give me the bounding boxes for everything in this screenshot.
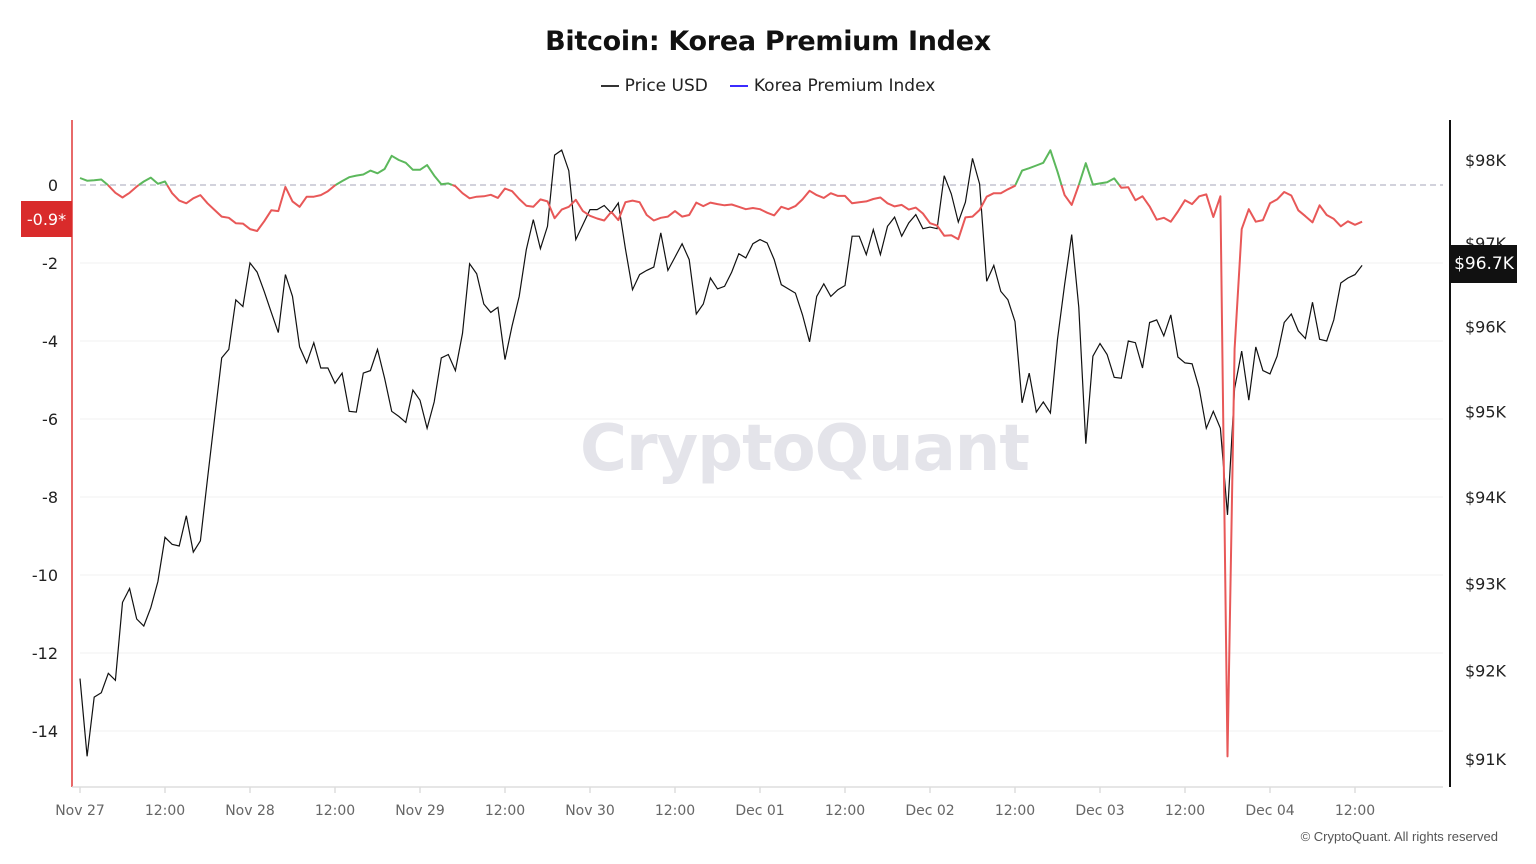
x-tick-label: Nov 29 <box>395 803 445 819</box>
premium-negative-segment <box>1060 184 1080 206</box>
legend-label: Price USD <box>624 76 708 96</box>
price-current-value-badge: $96.7K <box>1451 245 1517 283</box>
x-tick-label: 12:00 <box>1165 803 1205 819</box>
premium-negative-segment <box>166 184 337 232</box>
left-tick-label: -4 <box>42 332 58 351</box>
right-tick-label: $98K <box>1465 151 1507 170</box>
x-tick-label: Dec 04 <box>1245 803 1294 819</box>
premium-positive-segment <box>335 154 453 186</box>
premium-positive-segment <box>79 177 109 186</box>
x-tick-label: 12:00 <box>145 803 185 819</box>
right-tick-label: $91K <box>1465 750 1507 769</box>
premium-negative-segment <box>452 184 1017 241</box>
x-tick-label: 12:00 <box>1335 803 1375 819</box>
legend-item-premium[interactable]: Korea Premium Index <box>729 76 936 96</box>
x-tick-label: Dec 02 <box>905 803 954 819</box>
right-tick-label: $94K <box>1465 488 1507 507</box>
x-tick-label: 12:00 <box>995 803 1035 819</box>
right-tick-label: $93K <box>1465 574 1507 593</box>
legend-line-icon <box>600 85 619 87</box>
copyright-text: © CryptoQuant. All rights reserved <box>1300 829 1498 844</box>
chart-title: Bitcoin: Korea Premium Index <box>545 26 991 57</box>
premium-current-value-badge: -0.9* <box>21 201 72 237</box>
left-tick-label: -2 <box>42 254 58 273</box>
x-tick-label: 12:00 <box>655 803 695 819</box>
axes <box>71 120 1451 793</box>
x-tick-label: Nov 27 <box>55 803 105 819</box>
x-tick-label: Dec 03 <box>1075 803 1124 819</box>
tick-labels: 0-2-4-6-8-10-12-14$98K$97K$96K$95K$94K$9… <box>32 151 1507 819</box>
price-usd-line <box>79 149 1363 757</box>
premium-positive-segment <box>1077 162 1120 186</box>
x-tick-label: Nov 28 <box>225 803 275 819</box>
legend: Price USD Korea Premium Index <box>0 76 1536 96</box>
x-tick-label: 12:00 <box>485 803 525 819</box>
legend-label: Korea Premium Index <box>753 76 936 96</box>
series-lines <box>79 149 1363 758</box>
x-tick-label: Nov 30 <box>565 803 615 819</box>
premium-positive-segment <box>1014 149 1063 186</box>
gridlines <box>80 184 1443 732</box>
left-tick-label: -8 <box>42 488 58 507</box>
left-tick-label: 0 <box>48 176 58 195</box>
watermark-logo: CryptoQuant <box>580 412 1030 486</box>
x-tick-label: 12:00 <box>315 803 355 819</box>
legend-item-price[interactable]: Price USD <box>600 76 708 96</box>
right-tick-label: $96K <box>1465 318 1507 337</box>
legend-line-icon <box>729 85 748 87</box>
left-tick-label: -6 <box>42 410 58 429</box>
premium-negative-segment <box>107 184 140 199</box>
x-tick-label: 12:00 <box>825 803 865 819</box>
left-tick-label: -10 <box>32 566 58 585</box>
right-tick-label: $92K <box>1465 662 1507 681</box>
left-tick-label: -12 <box>32 644 58 663</box>
premium-positive-segment <box>138 176 168 186</box>
premium-negative-segment <box>1118 184 1363 758</box>
right-tick-label: $95K <box>1465 402 1507 421</box>
x-tick-label: Dec 01 <box>735 803 784 819</box>
left-tick-label: -14 <box>32 722 58 741</box>
